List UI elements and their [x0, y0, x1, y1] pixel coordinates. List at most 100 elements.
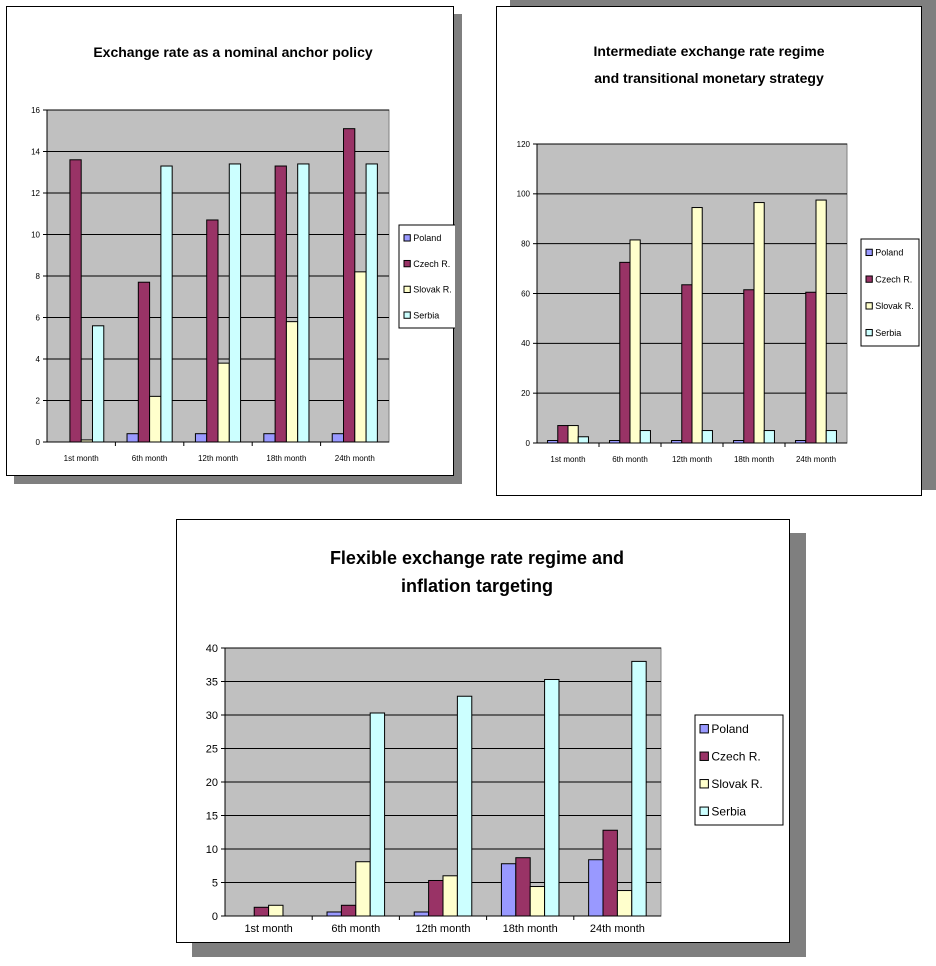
bar-czech-r — [137, 281, 151, 443]
bar-serbia — [763, 430, 775, 444]
chart-3-svg: Flexible exchange rate regime and inflati… — [206, 548, 784, 935]
bar-slovak-r — [753, 202, 765, 444]
bar-czech-r — [69, 159, 82, 443]
legend-swatch — [403, 285, 411, 294]
bar-serbia — [639, 430, 651, 444]
x-category-label: 24th month — [796, 455, 836, 464]
bar-czech-r — [428, 879, 444, 917]
y-tick-label: 2 — [36, 396, 41, 405]
chart-1-panel: Exchange rate as a nominal anchor policy… — [6, 6, 455, 476]
y-tick-label: 40 — [206, 643, 218, 655]
bar-poland — [795, 440, 807, 444]
y-tick-label: 15 — [206, 810, 218, 822]
y-tick-label: 14 — [31, 147, 40, 156]
y-tick-label: 16 — [31, 106, 40, 115]
y-tick-label: 10 — [31, 230, 40, 239]
chart-title-line-2: and transitional monetary strategy — [594, 70, 824, 86]
legend-label: Czech R. — [711, 749, 760, 763]
y-tick-label: 4 — [36, 355, 41, 364]
legend-swatch — [865, 328, 873, 337]
legend-label: Czech R. — [875, 274, 912, 284]
y-tick-label: 0 — [526, 439, 531, 448]
legend-swatch — [403, 259, 411, 268]
bar-czech-r — [602, 829, 618, 917]
y-tick-label: 40 — [521, 339, 530, 348]
chart-2-panel: Intermediate exchange rate regime and tra… — [496, 6, 922, 496]
bar-slovak-r — [354, 271, 367, 443]
legend-label: Slovak R. — [413, 285, 452, 295]
bar-slovak-r — [285, 321, 299, 443]
x-category-label: 18th month — [734, 455, 774, 464]
legend-label: Serbia — [413, 310, 439, 320]
bar-poland — [588, 859, 604, 917]
bar-slovak-r — [567, 425, 579, 444]
legend-box — [694, 714, 784, 826]
bar-serbia — [456, 695, 473, 917]
y-tick-label: 30 — [206, 710, 218, 722]
bar-slovak-r — [815, 199, 827, 444]
legend-label: Poland — [413, 233, 441, 243]
bar-slovak-r — [80, 439, 93, 443]
legend-swatch — [699, 779, 709, 789]
bar-slovak-r — [442, 875, 458, 917]
chart-2-svg: Intermediate exchange rate regime and tra… — [517, 43, 920, 464]
bar-serbia — [577, 436, 589, 444]
y-tick-label: 20 — [206, 777, 218, 789]
y-tick-label: 20 — [521, 389, 530, 398]
chart-1-svg: Exchange rate as a nominal anchor policy… — [31, 44, 455, 463]
x-category-label: 18th month — [266, 454, 306, 463]
legend-swatch — [699, 806, 709, 816]
bar-slovak-r — [355, 861, 371, 917]
x-category-label: 24th month — [590, 923, 645, 935]
legend-label: Serbia — [711, 804, 746, 818]
legend-box — [398, 224, 455, 329]
chart-title-line-1: Intermediate exchange rate regime — [593, 43, 824, 59]
x-category-label: 6th month — [132, 454, 168, 463]
legend-box — [860, 238, 920, 347]
x-category-label: 12th month — [672, 455, 712, 464]
bar-serbia — [631, 660, 647, 917]
x-category-label: 6th month — [612, 455, 648, 464]
legend-swatch — [403, 311, 411, 319]
bar-czech-r — [340, 904, 357, 917]
x-category-label: 12th month — [198, 454, 238, 463]
legend-label: Serbia — [875, 328, 901, 338]
bar-slovak-r — [149, 395, 162, 443]
bar-czech-r — [681, 284, 693, 444]
bar-slovak-r — [691, 207, 703, 444]
legend-label: Czech R. — [413, 259, 450, 269]
bar-poland — [194, 433, 208, 443]
y-tick-label: 80 — [521, 239, 530, 248]
bar-poland — [413, 911, 430, 917]
bar-serbia — [228, 163, 242, 443]
bar-serbia — [369, 712, 386, 917]
x-category-label: 18th month — [503, 923, 558, 935]
bar-czech-r — [805, 291, 817, 444]
bar-slovak-r — [629, 239, 641, 444]
bar-czech-r — [557, 425, 569, 444]
y-tick-label: 12 — [31, 189, 40, 198]
legend-label: Poland — [711, 722, 748, 736]
bar-serbia — [91, 325, 105, 443]
legend-swatch — [403, 234, 411, 242]
x-category-label: 24th month — [335, 454, 375, 463]
legend-label: Slovak R. — [711, 777, 762, 791]
bar-slovak-r — [529, 886, 546, 917]
x-category-label: 1st month — [550, 455, 585, 464]
bar-serbia — [365, 163, 378, 443]
bar-slovak-r — [217, 362, 230, 443]
y-tick-label: 5 — [212, 877, 218, 889]
bar-poland — [331, 433, 345, 443]
bar-czech-r — [743, 289, 755, 444]
y-tick-label: 100 — [517, 190, 531, 199]
bar-serbia — [701, 430, 713, 444]
chart-title-line-1: Flexible exchange rate regime and — [330, 548, 624, 568]
chart-title-line-1: Exchange rate as a nominal anchor policy — [93, 44, 373, 60]
bar-serbia — [160, 165, 173, 443]
legend-swatch — [865, 302, 873, 310]
bar-czech-r — [515, 857, 531, 917]
legend-swatch — [865, 248, 873, 257]
bar-poland — [326, 911, 342, 917]
bar-czech-r — [253, 906, 270, 917]
bar-czech-r — [274, 165, 287, 443]
